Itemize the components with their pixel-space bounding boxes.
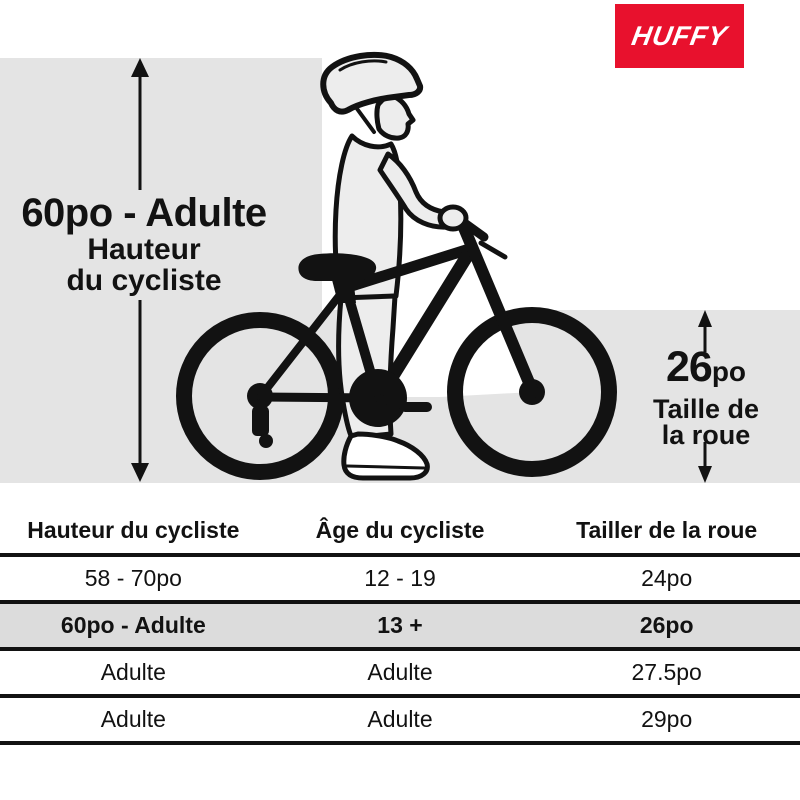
cell-rider-age: 13 + — [377, 612, 423, 638]
cell-wheel-size: 29po — [641, 706, 693, 732]
cell-rider-age: Adulte — [367, 659, 433, 685]
brake-lever — [478, 240, 508, 260]
helmet-icon — [320, 51, 424, 115]
cell-rider-age: 12 - 19 — [364, 565, 436, 591]
wheel-size-value-row: 26po — [614, 346, 798, 396]
rider-height-title: 60po - Adulte — [21, 191, 267, 235]
wheel-size-caption-2: la roue — [661, 420, 751, 450]
fork — [456, 217, 539, 398]
header-cell-wheel-size: Tailler de la roue — [576, 517, 758, 543]
wheel-size-caption-1: Taille de — [652, 394, 760, 424]
cell-rider-height: Adulte — [100, 659, 166, 685]
table-row-highlighted: 60po - Adulte 13 + 26po — [0, 604, 800, 651]
rider-height-caption-2: du cycliste — [66, 264, 222, 297]
brand-name: HUFFY — [629, 20, 730, 51]
cell-rider-height: Adulte — [100, 706, 166, 732]
cell-wheel-size: 27.5po — [631, 659, 702, 685]
table-row: 58 - 70po 12 - 19 24po — [0, 557, 800, 604]
table-header-row: Hauteur du cycliste Âge du cycliste Tail… — [0, 508, 800, 557]
cell-rider-height: 58 - 70po — [84, 565, 182, 591]
rider-shoe — [341, 431, 430, 481]
wheel-size-value: 26 — [665, 343, 713, 391]
rider-height-arrow-icon — [131, 58, 149, 482]
cell-rider-age: Adulte — [367, 706, 433, 732]
huffy-logo: HUFFY — [615, 4, 744, 68]
rider-glove — [437, 204, 469, 232]
derailleur — [252, 406, 269, 436]
rider-height-label: 60po - Adulte Hauteur du cycliste — [0, 192, 288, 296]
pedal — [400, 402, 432, 412]
cell-rider-height: 60po - Adulte — [60, 612, 206, 638]
cell-wheel-size: 26po — [639, 612, 694, 638]
header-cell-rider-height: Hauteur du cycliste — [27, 517, 240, 543]
header-cell-rider-age: Âge du cycliste — [315, 517, 485, 543]
saddle — [298, 253, 377, 281]
wheel-size-label: 26po Taille de la roue — [614, 346, 798, 450]
cell-wheel-size: 24po — [641, 565, 693, 591]
wheel-size-unit: po — [711, 356, 747, 387]
seat-post — [331, 276, 356, 303]
size-table: Hauteur du cycliste Âge du cycliste Tail… — [0, 508, 800, 745]
table-row: Adulte Adulte 27.5po — [0, 651, 800, 698]
rider-height-caption-1: Hauteur — [87, 233, 201, 266]
helmet-strap — [353, 104, 376, 134]
wheel-size-arrow-icon — [698, 310, 712, 483]
rider-face — [374, 93, 416, 141]
table-row: Adulte Adulte 29po — [0, 698, 800, 745]
